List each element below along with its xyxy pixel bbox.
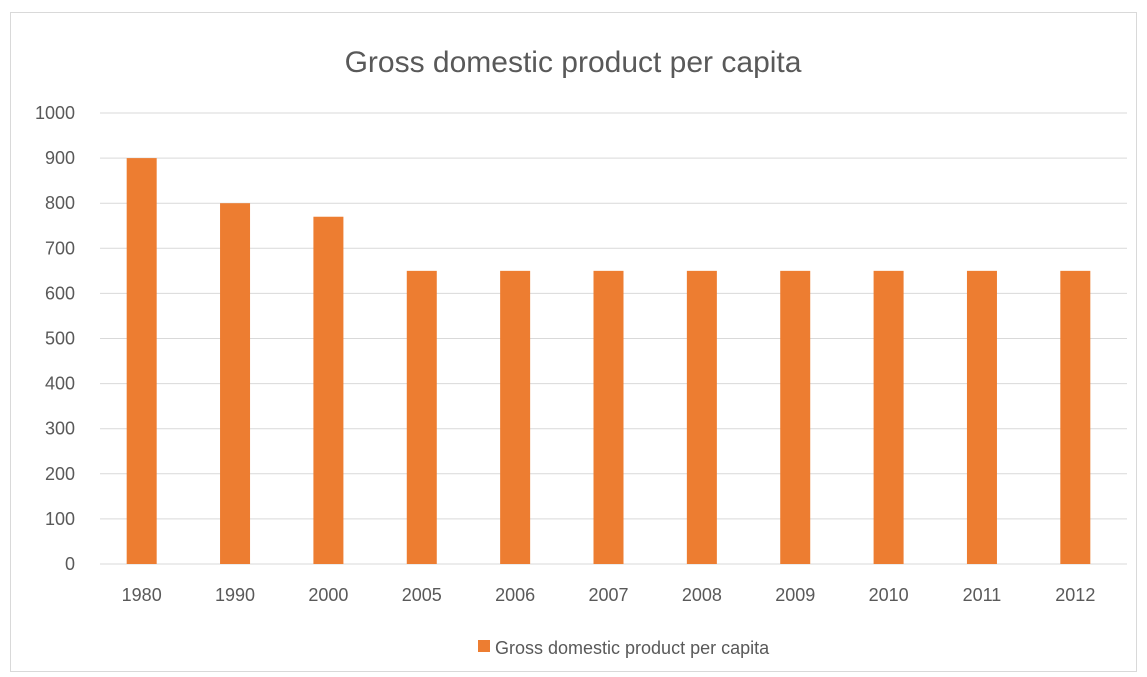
bar [1060,270,1091,564]
bar [593,270,624,564]
bar [406,270,437,564]
legend-label: Gross domestic product per capita [495,638,770,658]
bar [126,158,157,564]
x-tick-label: 2008 [682,585,722,605]
bar [220,203,251,564]
x-axis: 1980 1990 2000 2005 2006 2007 2008 2009 2010 2011… [122,585,1096,605]
x-tick-label: 1990 [215,585,255,605]
y-tick-label: 900 [45,148,75,168]
bar [686,270,717,564]
gridlines [100,112,1127,565]
y-tick-label: 0 [65,554,75,574]
x-tick-label: 2007 [588,585,628,605]
x-tick-label: 2006 [495,585,535,605]
y-tick-label: 700 [45,238,75,258]
bar [780,270,811,564]
legend-swatch [478,640,490,652]
bar [873,270,904,564]
x-tick-label: 2010 [869,585,909,605]
chart-title: Gross domestic product per capita [345,46,802,79]
y-axis: 0 100 200 300 400 500 600 700 800 900 1000 [35,103,75,574]
bar [500,270,531,564]
y-tick-label: 600 [45,283,75,303]
x-tick-label: 1980 [122,585,162,605]
bar [966,270,997,564]
y-tick-label: 100 [45,509,75,529]
legend: Gross domestic product per capita [478,638,770,658]
bar [313,216,344,565]
x-tick-label: 2009 [775,585,815,605]
y-tick-label: 800 [45,193,75,213]
y-tick-label: 500 [45,329,75,349]
x-tick-label: 2005 [402,585,442,605]
y-tick-label: 1000 [35,103,75,123]
chart-frame [10,12,1137,672]
y-tick-label: 300 [45,419,75,439]
y-tick-label: 200 [45,464,75,484]
x-tick-label: 2000 [308,585,348,605]
bars [126,158,1091,565]
y-tick-label: 400 [45,374,75,394]
x-tick-label: 2011 [963,585,1002,605]
x-tick-label: 2012 [1055,585,1095,605]
